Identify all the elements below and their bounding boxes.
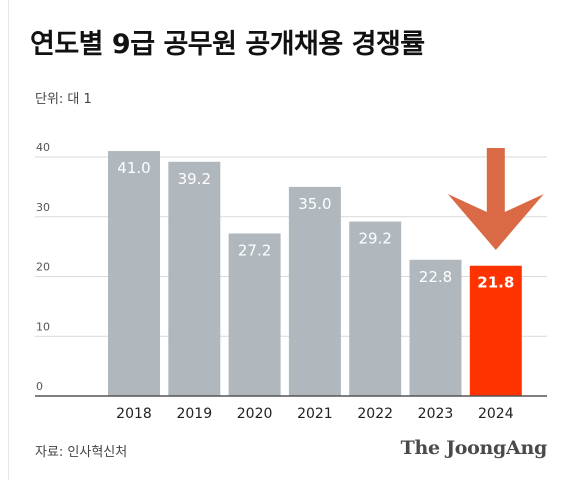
bar <box>228 233 281 396</box>
bar-value-label: 21.8 <box>477 274 514 292</box>
x-tick-label: 2021 <box>297 406 333 422</box>
x-tick-label: 2022 <box>357 406 393 422</box>
bar <box>349 221 402 396</box>
left-border-line <box>8 0 9 480</box>
bar-value-label: 41.0 <box>117 159 150 177</box>
bar <box>108 151 160 396</box>
x-tick-label: 2023 <box>418 406 454 422</box>
bar-value-label: 35.0 <box>298 195 331 213</box>
down-arrow-icon <box>447 148 544 250</box>
bar-value-label: 22.8 <box>419 268 452 286</box>
x-tick-label: 2019 <box>176 406 212 422</box>
y-tick-label: 40 <box>36 141 50 154</box>
y-tick-label: 20 <box>36 261 50 274</box>
y-tick-label: 30 <box>36 201 50 214</box>
y-tick-label: 10 <box>36 320 50 333</box>
bar <box>409 259 462 396</box>
bar-highlight <box>469 265 522 396</box>
unit-label: 단위: 대 1 <box>35 92 92 107</box>
publisher-logo: The JoongAng <box>400 437 548 459</box>
y-tick-label: 0 <box>36 380 43 393</box>
source-label: 자료: 인사혁신처 <box>35 445 128 460</box>
x-tick-label: 2020 <box>237 406 273 422</box>
x-tick-label: 2024 <box>478 406 514 422</box>
bar <box>288 186 341 396</box>
bar-value-label: 27.2 <box>238 241 271 259</box>
chart-title: 연도별 9급 공무원 공개채용 경쟁률 <box>30 29 425 60</box>
x-tick-label: 2018 <box>116 406 152 422</box>
bar <box>168 161 221 396</box>
bar-value-label: 39.2 <box>178 170 211 188</box>
bar-value-label: 29.2 <box>358 230 391 248</box>
